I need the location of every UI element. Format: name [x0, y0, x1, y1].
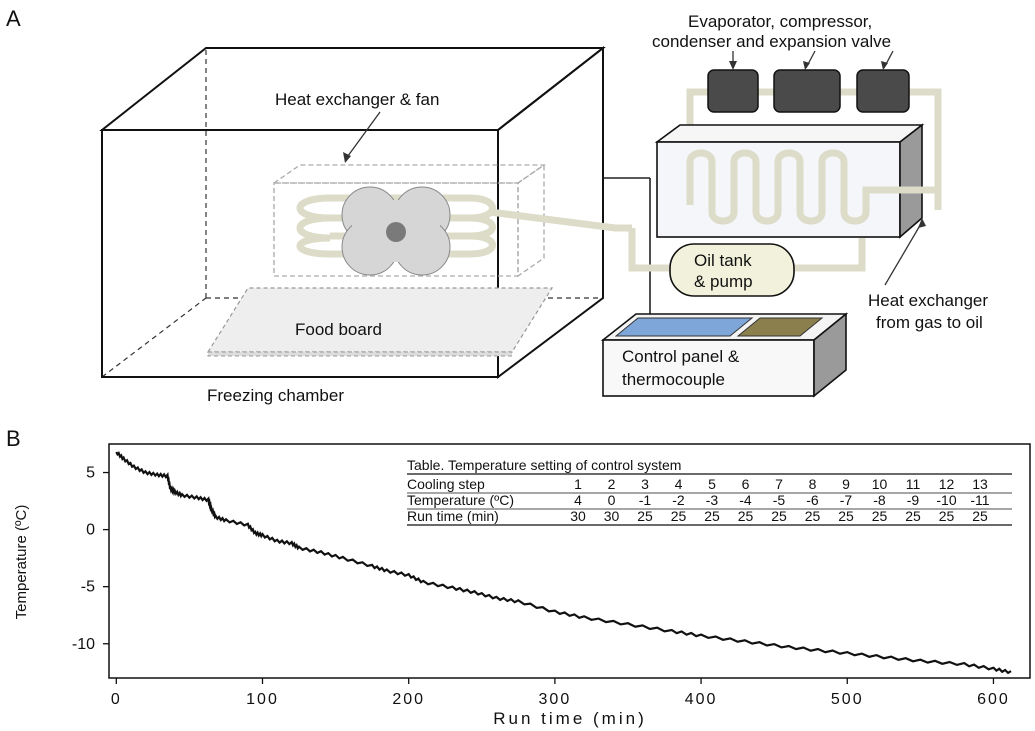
table-cell-step: 8: [809, 476, 817, 492]
plot-frame: [108, 443, 1031, 679]
x-axis-label: Run time (min): [493, 709, 646, 728]
table-cell-time: 30: [570, 508, 586, 524]
table-cell-time: 25: [972, 508, 988, 524]
table-cell-temp: -2: [672, 492, 685, 508]
food-board: [206, 287, 554, 357]
y-tick-label: -10: [72, 636, 95, 653]
oil-tank-pump: [669, 243, 795, 297]
table-cell-temp: -10: [936, 492, 956, 508]
table-cell-time: 30: [604, 508, 620, 524]
heat-exchanger-oil-label-2: from gas to oil: [876, 313, 983, 332]
table-title: Table. Temperature setting of control sy…: [407, 457, 681, 473]
table-cell-time: 25: [939, 508, 955, 524]
table-cell-time: 25: [637, 508, 653, 524]
table-cell-time: 25: [671, 508, 687, 524]
table-cell-time: 25: [872, 508, 888, 524]
compressor-units: [707, 69, 910, 113]
x-tick-label: 400: [685, 691, 718, 708]
table-cell-temp: -7: [840, 492, 853, 508]
table-cell-temp: -5: [773, 492, 786, 508]
table-cell-step: 11: [906, 476, 921, 492]
evaporator-label-2: condenser and expansion valve: [652, 32, 891, 51]
table-cell-temp: -9: [907, 492, 920, 508]
x-tick-label: 100: [246, 691, 279, 708]
table-cell-step: 12: [939, 476, 955, 492]
x-tick-label: 0: [111, 691, 122, 708]
control-panel-label-1: Control panel &: [622, 347, 740, 366]
display-screen: [614, 317, 754, 337]
y-tick-label: 5: [86, 465, 95, 482]
table-row-label-time: Run time (min): [407, 508, 499, 524]
table-cell-step: 9: [842, 476, 850, 492]
table-row-label-temp: Temperature (ºC): [407, 492, 514, 508]
y-tick-label: 0: [86, 522, 95, 539]
table-cell-time: 25: [771, 508, 787, 524]
table-cell-temp: -11: [970, 492, 989, 508]
y-tick-label: -5: [81, 579, 95, 596]
gas-oil-heat-exchanger: [654, 123, 938, 239]
table-row-label-step: Cooling step: [407, 476, 485, 492]
table-cell-time: 25: [838, 508, 854, 524]
table-cell-temp: 4: [574, 492, 582, 508]
table-cell-time: 25: [738, 508, 754, 524]
series-line: [115, 451, 1012, 675]
table-cell-time: 25: [905, 508, 921, 524]
table-cell-temp: -3: [706, 492, 719, 508]
table-cell-temp: -4: [739, 492, 752, 508]
table-cell-time: 25: [805, 508, 821, 524]
compressor-icon: [773, 69, 841, 113]
condenser-icon: [856, 69, 910, 113]
oil-tank-label-1: Oil tank: [694, 251, 752, 270]
y-axis-label: Temperature (ºC): [13, 505, 30, 620]
x-tick-label: 600: [977, 691, 1010, 708]
freezing-chamber-label: Freezing chamber: [207, 386, 344, 405]
table-cell-step: 1: [574, 476, 582, 492]
panel-a-letter: A: [6, 6, 21, 31]
table-cell-step: 10: [872, 476, 888, 492]
table-cell-step: 2: [608, 476, 616, 492]
settings-table: Table. Temperature setting of control sy…: [407, 457, 1012, 526]
evaporator-label-1: Evaporator, compressor,: [688, 12, 872, 31]
heat-exchanger-fan: [271, 163, 632, 278]
table-cell-step: 5: [708, 476, 716, 492]
table-cell-temp: 0: [608, 492, 616, 508]
heat-exchanger-oil-label-1: Heat exchanger: [868, 291, 988, 310]
heat-exchanger-fan-arrow: [344, 111, 381, 161]
table-cell-step: 7: [775, 476, 783, 492]
control-panel-label-2: thermocouple: [622, 370, 725, 389]
x-tick-label: 200: [392, 691, 425, 708]
table-cell-temp: -8: [873, 492, 886, 508]
keypad: [736, 317, 824, 337]
evaporator-icon: [707, 69, 759, 113]
control-panel: [600, 312, 849, 398]
fan-icon: [341, 186, 451, 276]
food-board-label: Food board: [295, 320, 382, 339]
table-cell-time: 25: [704, 508, 720, 524]
table-cell-step: 3: [641, 476, 649, 492]
table-cell-temp: -6: [806, 492, 819, 508]
temperature-chart: Temperature (ºC) Run time (min) 0 100 200 3…: [13, 443, 1031, 728]
oil-tank-label-2: & pump: [694, 272, 753, 291]
table-cell-step: 4: [675, 476, 683, 492]
heat-exchanger-fan-label: Heat exchanger & fan: [275, 90, 439, 109]
table-cell-step: 13: [972, 476, 988, 492]
table-cell-step: 6: [742, 476, 750, 492]
x-tick-label: 300: [539, 691, 572, 708]
panel-b-letter: B: [6, 426, 21, 451]
table-cell-temp: -1: [639, 492, 652, 508]
x-tick-label: 500: [831, 691, 864, 708]
